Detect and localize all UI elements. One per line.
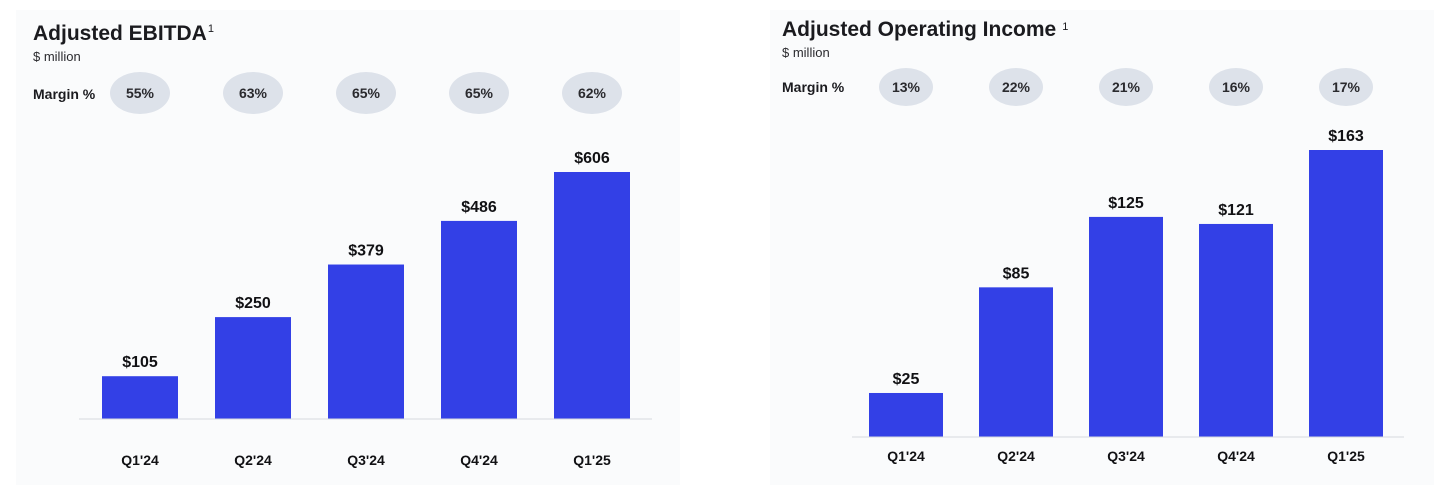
- margin-pill: [449, 72, 509, 114]
- margin-label: Margin %: [33, 86, 96, 102]
- margin-pill: [110, 72, 170, 114]
- adjusted-operating-income-chart: Adjusted Operating Income 1 $ million Mar…: [782, 18, 1404, 464]
- margin-value: 65%: [352, 85, 381, 101]
- title-superscript: 1: [1062, 21, 1068, 33]
- x-tick-label: Q1'24: [121, 452, 159, 468]
- data-label: $379: [348, 243, 384, 260]
- margin-pill: [562, 72, 622, 114]
- category-labels: Q1'24 Q2'24 Q3'24 Q4'24 Q1'25: [121, 452, 611, 468]
- x-tick-label: Q1'25: [1327, 448, 1365, 464]
- chart-subtitle: $ million: [782, 45, 830, 60]
- margin-pills: 55% 63% 65% 65% 62%: [110, 72, 622, 114]
- bar: [554, 172, 630, 419]
- margin-pill: [1099, 68, 1153, 106]
- x-tick-label: Q2'24: [997, 448, 1035, 464]
- bar: [1309, 150, 1383, 437]
- margin-value: 55%: [126, 85, 155, 101]
- x-tick-label: Q4'24: [1217, 448, 1255, 464]
- data-label: $25: [893, 371, 920, 388]
- margin-pills: 13% 22% 21% 16% 17%: [879, 68, 1373, 106]
- data-label: $125: [1108, 195, 1144, 212]
- adjusted-ebitda-panel: Adjusted EBITDA1 $ million Margin % 55% 6…: [16, 10, 680, 485]
- data-label: $606: [574, 150, 610, 167]
- margin-value: 17%: [1332, 79, 1361, 95]
- adjusted-operating-income-panel: Adjusted Operating Income 1 $ million Mar…: [770, 10, 1434, 485]
- margin-pill: [336, 72, 396, 114]
- category-labels: Q1'24 Q2'24 Q3'24 Q4'24 Q1'25: [887, 448, 1365, 464]
- adjusted-ebitda-chart: Adjusted EBITDA1 $ million Margin % 55% 6…: [33, 22, 652, 468]
- x-tick-label: Q1'24: [887, 448, 925, 464]
- margin-value: 63%: [239, 85, 268, 101]
- data-label: $85: [1003, 265, 1030, 282]
- bar: [1199, 223, 1273, 437]
- x-tick-label: Q3'24: [347, 452, 385, 468]
- margin-pill: [223, 72, 283, 114]
- x-tick-label: Q4'24: [460, 452, 498, 468]
- margin-value: 13%: [892, 79, 921, 95]
- x-tick-label: Q1'25: [573, 452, 611, 468]
- margin-pill: [1209, 68, 1263, 106]
- bar: [215, 317, 291, 419]
- margin-label: Margin %: [782, 79, 845, 95]
- chart-subtitle: $ million: [33, 49, 81, 64]
- data-label: $486: [461, 199, 497, 216]
- margin-value: 16%: [1222, 79, 1251, 95]
- margin-pill: [879, 68, 933, 106]
- x-tick-label: Q2'24: [234, 452, 272, 468]
- data-label: $105: [122, 354, 158, 371]
- bars: $105 $250 $379 $486 $606: [102, 150, 630, 419]
- margin-value: 21%: [1112, 79, 1141, 95]
- bar: [979, 287, 1053, 437]
- title-superscript: 1: [208, 23, 214, 35]
- bars: $25 $85 $125 $121 $163: [869, 128, 1383, 437]
- bar: [869, 392, 943, 437]
- data-label: $250: [235, 295, 271, 312]
- margin-value: 65%: [465, 85, 494, 101]
- bar: [102, 376, 178, 419]
- chart-title: Adjusted Operating Income 1: [782, 18, 1068, 41]
- bar: [1089, 216, 1163, 437]
- margin-pill: [1319, 68, 1373, 106]
- bar: [441, 220, 517, 419]
- chart-title: Adjusted EBITDA1: [33, 22, 214, 45]
- margin-value: 22%: [1002, 79, 1031, 95]
- x-tick-label: Q3'24: [1107, 448, 1145, 464]
- bar: [328, 264, 404, 419]
- data-label: $121: [1218, 202, 1254, 219]
- margin-value: 62%: [578, 85, 607, 101]
- data-label: $163: [1328, 128, 1364, 145]
- margin-pill: [989, 68, 1043, 106]
